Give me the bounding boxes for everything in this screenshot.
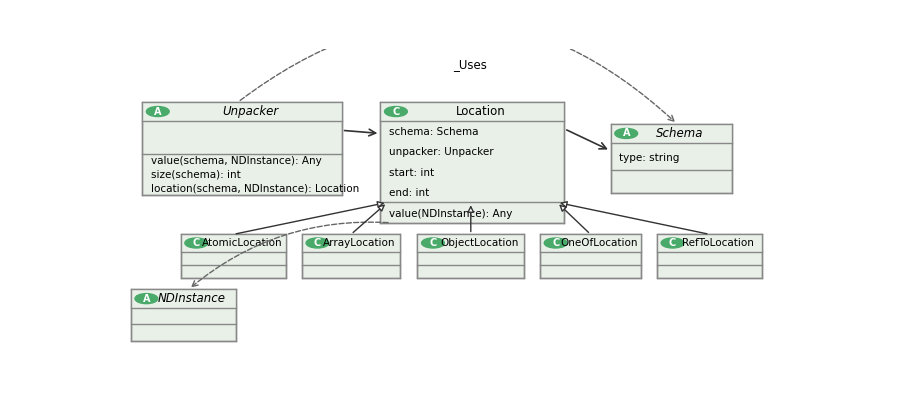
FancyArrowPatch shape xyxy=(236,202,382,234)
Text: end: int: end: int xyxy=(389,188,428,198)
Bar xyxy=(130,289,236,341)
Bar xyxy=(610,124,731,143)
Text: A: A xyxy=(622,129,630,138)
Text: size(schema): int: size(schema): int xyxy=(151,170,240,180)
Text: Schema: Schema xyxy=(655,127,703,140)
Circle shape xyxy=(661,238,683,248)
Circle shape xyxy=(544,238,566,248)
Text: C: C xyxy=(313,238,321,248)
Bar xyxy=(142,102,341,121)
Text: RefToLocation: RefToLocation xyxy=(682,238,754,248)
Text: C: C xyxy=(429,238,437,248)
Text: _Uses: _Uses xyxy=(453,58,486,71)
Bar xyxy=(380,102,563,121)
Text: AtomicLocation: AtomicLocation xyxy=(201,238,282,248)
Text: value(NDInstance): Any: value(NDInstance): Any xyxy=(389,209,512,219)
Bar xyxy=(130,289,236,308)
Text: C: C xyxy=(192,238,199,248)
Text: location(schema, NDInstance): Location: location(schema, NDInstance): Location xyxy=(151,184,358,193)
Circle shape xyxy=(306,238,329,248)
Text: A: A xyxy=(142,293,150,304)
Text: C: C xyxy=(551,238,559,248)
Circle shape xyxy=(146,107,169,116)
Text: unpacker: Unpacker: unpacker: Unpacker xyxy=(389,147,493,158)
Text: ArrayLocation: ArrayLocation xyxy=(323,238,395,248)
FancyArrowPatch shape xyxy=(468,207,473,232)
Bar xyxy=(180,234,286,278)
Bar xyxy=(539,234,641,278)
Bar xyxy=(417,234,524,252)
Text: Unpacker: Unpacker xyxy=(222,105,278,118)
Bar xyxy=(301,234,400,278)
FancyArrowPatch shape xyxy=(560,206,588,232)
Circle shape xyxy=(135,293,158,304)
Bar xyxy=(656,234,762,278)
Circle shape xyxy=(421,238,444,248)
Text: value(schema, NDInstance): Any: value(schema, NDInstance): Any xyxy=(151,156,321,166)
Text: C: C xyxy=(668,238,675,248)
Text: schema: Schema: schema: Schema xyxy=(389,127,478,137)
Bar xyxy=(380,102,563,223)
Bar xyxy=(180,234,286,252)
Text: A: A xyxy=(153,107,162,116)
FancyArrowPatch shape xyxy=(561,202,706,234)
FancyArrowPatch shape xyxy=(353,205,384,232)
Bar xyxy=(539,234,641,252)
Circle shape xyxy=(614,129,637,138)
Text: C: C xyxy=(391,107,399,116)
Text: ObjectLocation: ObjectLocation xyxy=(439,238,518,248)
FancyArrowPatch shape xyxy=(192,222,388,287)
Text: OneOfLocation: OneOfLocation xyxy=(560,238,637,248)
FancyArrowPatch shape xyxy=(240,20,674,121)
Text: Location: Location xyxy=(456,105,505,118)
Circle shape xyxy=(384,107,407,116)
Circle shape xyxy=(185,238,208,248)
Text: NDInstance: NDInstance xyxy=(158,292,226,305)
Bar xyxy=(301,234,400,252)
Bar xyxy=(610,124,731,193)
Bar xyxy=(417,234,524,278)
Text: type: string: type: string xyxy=(618,153,679,163)
Bar xyxy=(656,234,762,252)
Bar xyxy=(142,102,341,195)
Text: start: int: start: int xyxy=(389,168,434,178)
